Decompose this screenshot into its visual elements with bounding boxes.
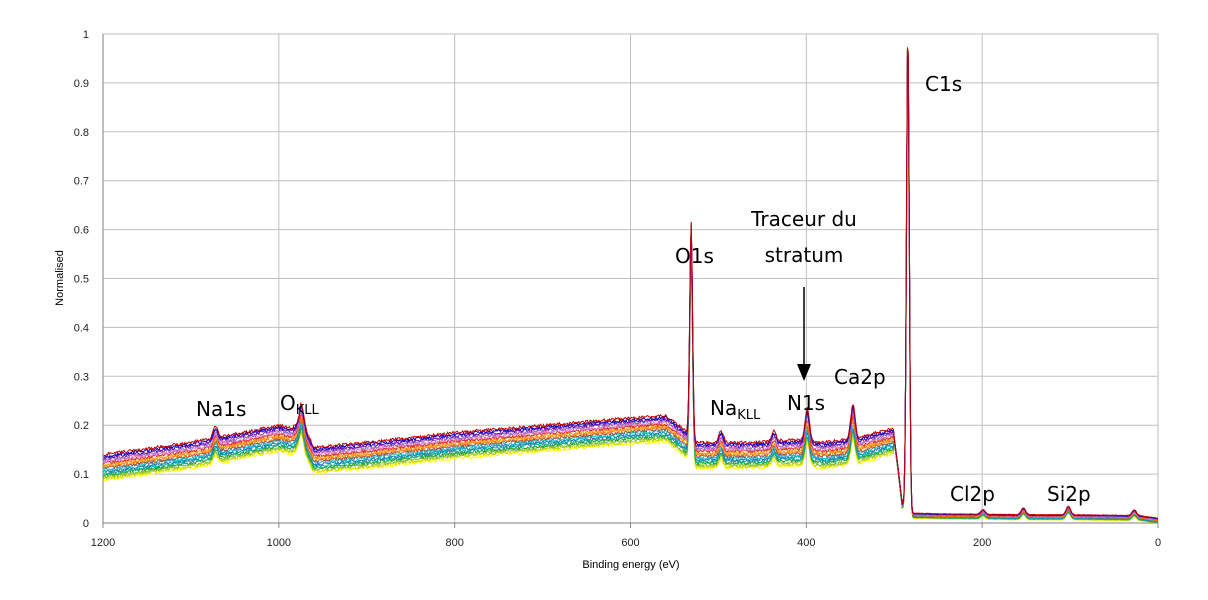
y-tick-label: 0.3 <box>74 371 89 383</box>
x-tick-label: 400 <box>797 537 815 549</box>
annotation-tracer-line1: Traceur du <box>750 207 857 231</box>
y-tick-label: 0 <box>83 518 89 530</box>
y-tick-label: 0.7 <box>74 176 89 188</box>
tracer-arrow-head <box>797 364 811 381</box>
y-tick-label: 0.5 <box>74 274 89 286</box>
y-tick-label: 0.9 <box>74 78 89 90</box>
x-tick-label: 1200 <box>91 537 115 549</box>
annotation-o1s: O1s <box>675 244 714 268</box>
annotation-cl2p: Cl2p <box>950 482 995 506</box>
spectrum-series-line <box>102 47 1159 519</box>
spectrum-series-group <box>102 47 1159 524</box>
y-tick-label: 1 <box>83 29 89 41</box>
y-tick-label: 0.6 <box>74 225 89 237</box>
annotation-okll: OKLL <box>280 391 320 418</box>
y-tick-label: 0.8 <box>74 127 89 139</box>
annotation-nakll-sub: KLL <box>737 408 761 423</box>
annotation-c1s: C1s <box>925 72 962 96</box>
annotation-okll-sub: KLL <box>296 403 320 418</box>
y-tick-label: 0.4 <box>74 322 89 334</box>
x-tick-label: 1000 <box>267 537 291 549</box>
annotation-tracer-line2: stratum <box>765 243 844 267</box>
x-tick-label: 600 <box>621 537 639 549</box>
annotation-okll-main: O <box>280 391 296 415</box>
spectrum-series-line <box>102 81 1159 524</box>
grid-lines <box>102 33 1159 523</box>
annotation-si2p: Si2p <box>1047 482 1091 506</box>
annotation-nakll: NaKLL <box>710 396 761 423</box>
tick-labels: 0 0.1 0.2 0.3 0.4 0.5 0.6 0.7 0.8 0.9 1 1200 1000 800… <box>74 29 1161 549</box>
y-axis-title: Normalised <box>54 250 66 306</box>
annotation-nakll-main: Na <box>710 396 737 420</box>
x-tick-label: 800 <box>445 537 463 549</box>
y-tick-label: 0.2 <box>74 420 89 432</box>
peak-annotations: Na1s OKLL O1s NaKLL Traceur du stratum N… <box>196 72 1091 506</box>
axes <box>102 34 1159 528</box>
x-tick-label: 200 <box>973 537 991 549</box>
x-tick-label: 0 <box>1155 537 1161 549</box>
annotation-n1s: N1s <box>787 391 825 415</box>
x-axis-title: Binding energy (eV) <box>582 559 679 571</box>
y-tick-label: 0.1 <box>74 469 89 481</box>
annotation-na1s: Na1s <box>196 397 246 421</box>
annotation-ca2p: Ca2p <box>834 365 886 389</box>
